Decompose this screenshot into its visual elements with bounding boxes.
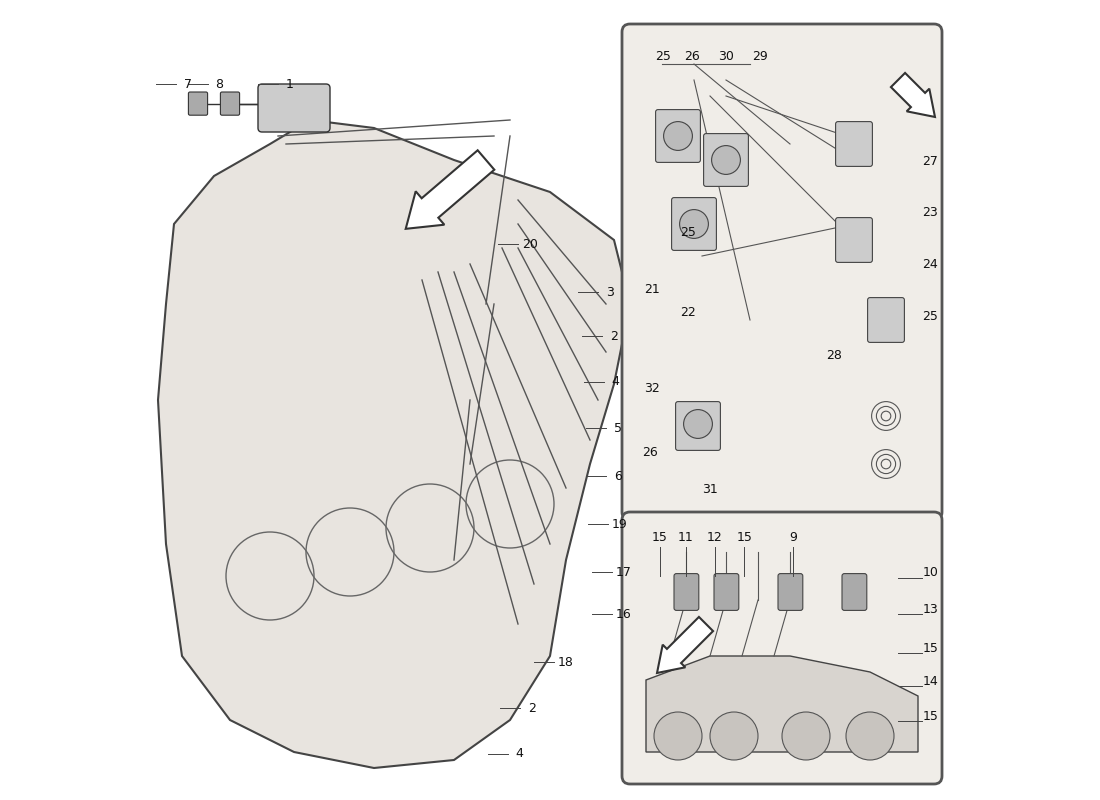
FancyBboxPatch shape (220, 92, 240, 115)
Text: 3: 3 (606, 286, 614, 298)
FancyBboxPatch shape (674, 574, 698, 610)
Text: 29: 29 (751, 50, 768, 62)
Circle shape (683, 410, 713, 438)
Text: 31: 31 (702, 483, 718, 496)
FancyBboxPatch shape (868, 298, 904, 342)
FancyBboxPatch shape (258, 84, 330, 132)
FancyBboxPatch shape (714, 574, 739, 610)
Text: 15: 15 (737, 531, 752, 544)
Text: 11: 11 (678, 531, 694, 544)
Circle shape (710, 712, 758, 760)
Text: 25: 25 (654, 50, 671, 62)
Text: 10: 10 (923, 566, 938, 579)
Text: 2: 2 (528, 702, 537, 714)
FancyBboxPatch shape (778, 574, 803, 610)
Text: 1: 1 (286, 78, 294, 90)
Text: 19: 19 (612, 518, 627, 530)
Text: 15: 15 (923, 642, 938, 654)
Text: 20: 20 (522, 238, 538, 250)
Text: 32: 32 (645, 382, 660, 394)
Text: 8: 8 (216, 78, 223, 90)
Text: 15: 15 (651, 531, 668, 544)
FancyArrow shape (891, 73, 935, 117)
Text: 22: 22 (681, 306, 696, 318)
Text: 14: 14 (923, 675, 938, 688)
Circle shape (846, 712, 894, 760)
Text: 7: 7 (184, 78, 191, 90)
Text: 9: 9 (790, 531, 798, 544)
FancyArrow shape (406, 150, 494, 229)
FancyBboxPatch shape (656, 110, 701, 162)
Circle shape (712, 146, 740, 174)
Text: 15: 15 (923, 710, 938, 722)
Text: 17: 17 (616, 566, 631, 578)
Text: 16: 16 (616, 608, 631, 621)
Text: 24: 24 (922, 258, 938, 270)
Text: 12: 12 (707, 531, 723, 544)
Text: 28: 28 (826, 350, 842, 362)
Text: 6: 6 (614, 470, 622, 482)
FancyBboxPatch shape (836, 218, 872, 262)
Text: 18: 18 (558, 656, 574, 669)
FancyBboxPatch shape (621, 24, 942, 520)
Text: 26: 26 (684, 50, 700, 62)
FancyBboxPatch shape (672, 198, 716, 250)
Polygon shape (158, 120, 630, 768)
Text: 13: 13 (923, 603, 938, 616)
Circle shape (654, 712, 702, 760)
FancyBboxPatch shape (621, 512, 942, 784)
FancyBboxPatch shape (836, 122, 872, 166)
FancyArrow shape (657, 617, 713, 673)
Text: 21: 21 (645, 283, 660, 296)
Circle shape (663, 122, 692, 150)
Text: 30: 30 (718, 50, 734, 62)
Text: 23: 23 (922, 206, 938, 218)
Text: 5: 5 (614, 422, 622, 434)
FancyBboxPatch shape (704, 134, 748, 186)
Polygon shape (646, 656, 918, 752)
Text: 26: 26 (642, 446, 658, 458)
Text: 27: 27 (922, 155, 938, 168)
Circle shape (782, 712, 830, 760)
FancyBboxPatch shape (842, 574, 867, 610)
FancyBboxPatch shape (188, 92, 208, 115)
FancyBboxPatch shape (675, 402, 720, 450)
Circle shape (680, 210, 708, 238)
Text: 25: 25 (681, 226, 696, 238)
Text: 4: 4 (612, 375, 619, 388)
Text: 25: 25 (922, 310, 938, 322)
Text: 4: 4 (516, 747, 524, 760)
Text: 2: 2 (610, 330, 618, 342)
